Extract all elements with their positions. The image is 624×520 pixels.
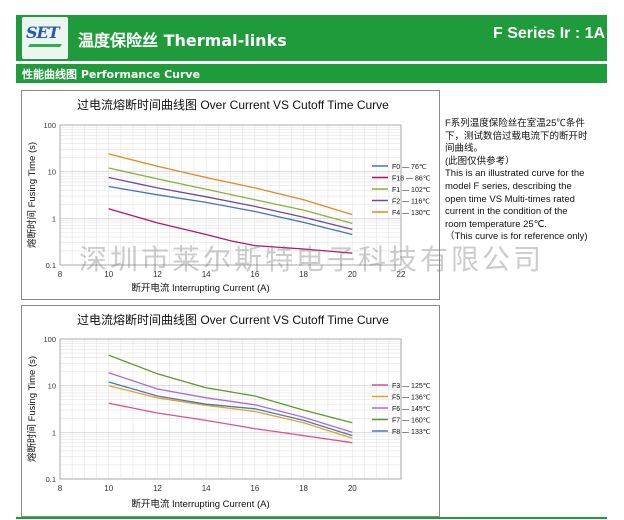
legend-label: F7 — 160℃ xyxy=(392,418,431,425)
x-axis-label: 断开电流 Interrupting Current (A) xyxy=(131,282,269,294)
plot-area xyxy=(59,338,402,480)
x-tick-label: 10 xyxy=(104,270,113,279)
chart-panel-2: 过电流熔断时间曲线图 Over Current VS Cutoff Time C… xyxy=(21,305,440,517)
plot-area xyxy=(59,124,402,266)
x-tick-label: 14 xyxy=(202,270,211,279)
series-line xyxy=(108,354,353,424)
company-watermark: 深圳市莱尔斯特电子科技有限公司 xyxy=(78,243,544,276)
x-tick-label: 18 xyxy=(299,484,308,493)
x-tick-label: 8 xyxy=(58,270,63,279)
series-line xyxy=(108,208,353,254)
series-line xyxy=(108,176,353,231)
description-line: This is an illustrated curve for the xyxy=(445,168,585,180)
legend-label: F8 — 133℃ xyxy=(392,429,431,436)
chart-1-svg: 过电流熔断时间曲线图 Over Current VS Cutoff Time C… xyxy=(26,97,431,294)
series-label: F Series Ir : 1A xyxy=(493,25,606,42)
series-line xyxy=(108,402,353,444)
x-tick-label: 20 xyxy=(348,270,357,279)
logo-swoosh xyxy=(28,44,62,47)
description-line: （This curve is for reference only) xyxy=(445,231,588,243)
description-line: model F series, describing the xyxy=(445,180,572,192)
chart-2-svg: 过电流熔断时间曲线图 Over Current VS Cutoff Time C… xyxy=(26,312,431,510)
chart-description: F系列温度保险丝在室温25℃条件 下，测试数倍过载电流下的断开时 间曲线。 (此… xyxy=(445,118,605,244)
description-line: 下，测试数倍过载电流下的断开时 xyxy=(445,130,588,142)
description-line: room temperature 25℃. xyxy=(445,218,548,230)
x-tick-label: 20 xyxy=(348,484,357,493)
series-line xyxy=(108,153,353,216)
description-line: F系列温度保险丝在室温25℃条件 xyxy=(445,118,585,129)
description-line: (此图仅供参考） xyxy=(445,155,515,167)
legend-label: F2 — 116℃ xyxy=(392,199,430,206)
legend-label: F4 — 130℃ xyxy=(392,210,431,217)
x-tick-label: 12 xyxy=(153,484,162,493)
series-line xyxy=(108,185,353,236)
legend-label: F6 — 145℃ xyxy=(392,406,431,413)
legend-label: F5 — 136℃ xyxy=(392,395,431,402)
page-title: 温度保险丝 Thermal-links xyxy=(78,31,287,50)
legend-label: F1 — 102℃ xyxy=(392,187,431,194)
x-tick-label: 14 xyxy=(202,484,211,493)
x-tick-label: 18 xyxy=(299,270,308,279)
section-title: 性能曲线图 Performance Curve xyxy=(22,68,201,81)
legend-label: F18 — 86℃ xyxy=(392,176,431,183)
x-tick-label: 12 xyxy=(153,270,162,279)
series-line xyxy=(108,372,353,433)
chart-panel-1: 过电流熔断时间曲线图 Over Current VS Cutoff Time C… xyxy=(21,90,440,300)
legend-label: F3 — 125℃ xyxy=(392,383,431,390)
logo-text: SET xyxy=(26,23,60,42)
y-tick-label: 100 xyxy=(43,121,56,130)
description-line: current in the condition of the xyxy=(445,206,568,218)
chart-title: 过电流熔断时间曲线图 Over Current VS Cutoff Time C… xyxy=(77,312,389,327)
x-tick-label: 16 xyxy=(250,270,259,279)
description-line: 间曲线。 xyxy=(445,143,484,155)
y-tick-label: 10 xyxy=(48,168,56,177)
y-tick-label: 1 xyxy=(52,214,56,223)
y-tick-label: 10 xyxy=(48,382,56,391)
x-tick-label: 10 xyxy=(104,484,113,493)
x-tick-label: 16 xyxy=(250,484,259,493)
y-axis-label: 熔断时间 Fusing Time (s) xyxy=(26,356,38,462)
series-line xyxy=(108,381,353,437)
y-tick-label: 100 xyxy=(43,335,56,344)
y-tick-label: 0.1 xyxy=(46,475,56,484)
chart-title: 过电流熔断时间曲线图 Over Current VS Cutoff Time C… xyxy=(77,97,389,112)
header-bar xyxy=(16,15,607,61)
x-tick-label: 8 xyxy=(58,484,63,493)
description-line: open time VS Multi-times rated xyxy=(445,193,575,205)
y-tick-label: 1 xyxy=(52,428,56,437)
x-axis-label: 断开电流 Interrupting Current (A) xyxy=(131,498,269,510)
bottom-divider xyxy=(16,517,607,519)
legend-label: F0 — 76℃ xyxy=(392,164,427,171)
series-line xyxy=(108,167,353,225)
x-tick-label: 22 xyxy=(397,270,406,279)
series-line xyxy=(108,385,353,439)
y-axis-label: 熔断时间 Fusing Time (s) xyxy=(26,142,38,248)
brand-logo: SET xyxy=(22,17,68,59)
subheader-bar xyxy=(16,64,607,83)
y-tick-label: 0.1 xyxy=(46,261,56,270)
